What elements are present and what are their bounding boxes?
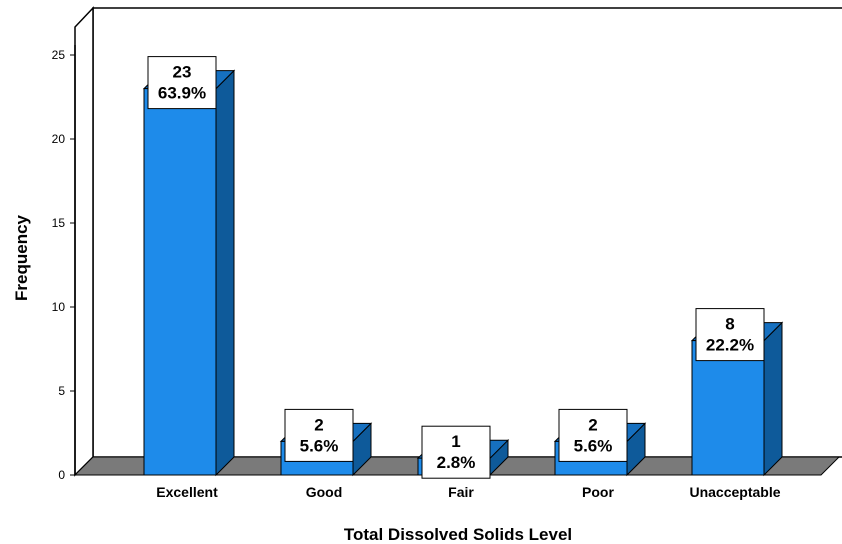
data-label: 2 5.6% — [284, 408, 354, 462]
y-tick-label: 10 — [52, 300, 66, 314]
x-tick-label: Good — [306, 484, 343, 500]
y-tick-label: 15 — [52, 216, 66, 230]
x-tick-label: Unacceptable — [689, 484, 780, 500]
data-label-percent: 5.6% — [300, 436, 339, 455]
x-tick-label: Fair — [448, 484, 474, 500]
data-label-count: 1 — [451, 432, 460, 451]
data-label-box — [284, 408, 354, 462]
y-tick-label: 0 — [58, 468, 65, 482]
data-label-box — [558, 408, 628, 462]
y-axis: 0 5 10 15 20 25 — [52, 45, 76, 482]
data-label-box — [421, 425, 491, 479]
y-axis-title: Frequency — [12, 214, 31, 301]
bar-excellent — [142, 69, 236, 477]
data-label: 23 63.9% — [147, 56, 217, 110]
data-label-box — [147, 56, 217, 110]
data-label: 1 2.8% — [421, 425, 491, 479]
data-label-percent: 22.2% — [706, 336, 754, 355]
x-axis-title: Total Dissolved Solids Level — [344, 525, 572, 544]
y-tick-label: 25 — [52, 48, 66, 62]
bar-side — [763, 321, 783, 477]
bar-unacceptable — [690, 321, 784, 477]
data-labels: 23 63.9% 2 5.6% 1 2.8% 2 5.6% 8 22.2% — [147, 56, 765, 479]
side-wall — [74, 6, 94, 477]
x-tick-label: Excellent — [156, 484, 218, 500]
data-label-count: 8 — [725, 315, 734, 334]
y-tick-label: 20 — [52, 132, 66, 146]
x-axis: Excellent Good Fair Poor Unacceptable — [156, 484, 780, 500]
bar-front — [143, 88, 217, 476]
data-label-percent: 63.9% — [158, 84, 206, 103]
y-tick-label: 5 — [58, 384, 65, 398]
data-label-count: 23 — [173, 63, 192, 82]
data-label: 8 22.2% — [695, 308, 765, 362]
data-label-percent: 5.6% — [574, 436, 613, 455]
data-label-box — [695, 308, 765, 362]
data-label-count: 2 — [314, 415, 323, 434]
x-tick-label: Poor — [582, 484, 614, 500]
bar-side — [215, 69, 235, 477]
data-label: 2 5.6% — [558, 408, 628, 462]
data-label-count: 2 — [588, 415, 597, 434]
bar-front — [691, 340, 765, 476]
data-label-percent: 2.8% — [437, 453, 476, 472]
